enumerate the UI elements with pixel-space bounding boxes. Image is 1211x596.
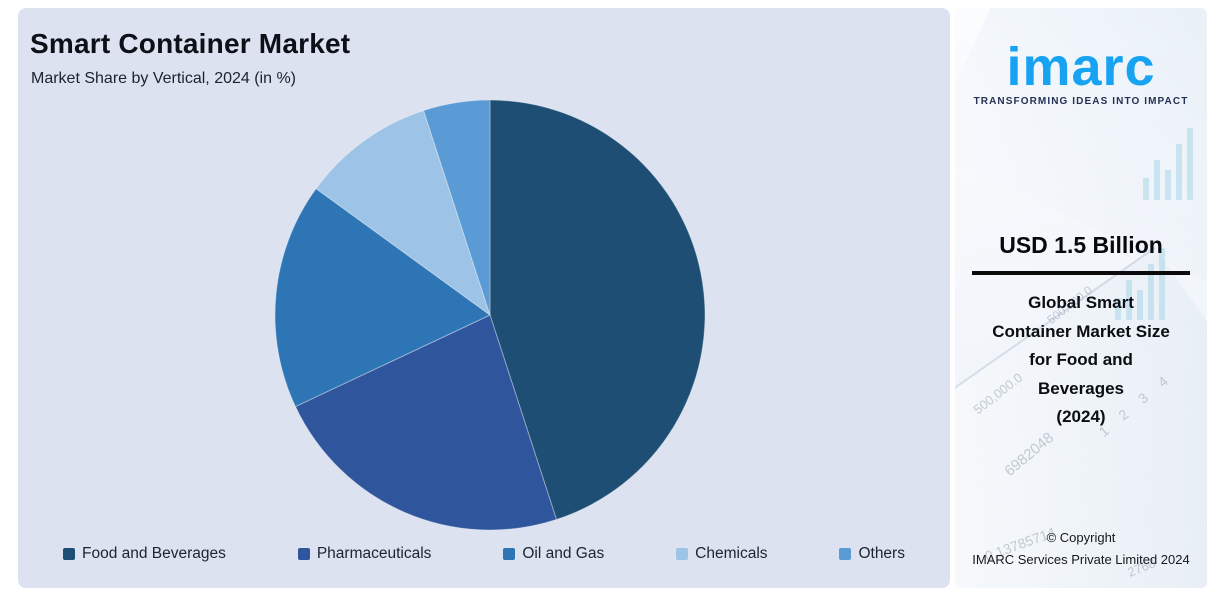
legend-swatch	[676, 548, 689, 560]
legend-swatch	[63, 548, 75, 560]
market-size-label: Global Smart Container Market Size for F…	[992, 293, 1170, 426]
pie-slice-chemicals	[315, 110, 491, 316]
imarc-logo-text: imarc	[1006, 37, 1156, 97]
watermark-number: 6982048	[1001, 429, 1058, 480]
pie-chart	[275, 100, 705, 530]
legend-label: Chemicals	[695, 545, 768, 562]
divider	[972, 271, 1190, 275]
legend-label: Others	[858, 545, 905, 562]
market-size-stat: USD 1.5 Billion Global Smart Container M…	[955, 232, 1207, 432]
decorative-bar-chart	[1143, 128, 1193, 200]
pie-slice-pharmaceuticals	[294, 314, 557, 530]
pie-slice-oil-and-gas	[275, 188, 491, 408]
imarc-logo-tagline: TRANSFORMING IDEAS INTO IMPACT	[973, 96, 1189, 107]
legend-item-others: Others	[839, 545, 905, 563]
chart-card: Smart Container Market Market Share by V…	[18, 8, 950, 588]
copyright: © Copyright IMARC Services Private Limit…	[961, 527, 1201, 571]
imarc-logo: imarc TRANSFORMING IDEAS INTO IMPACT	[955, 37, 1207, 107]
pie-slice-others	[423, 100, 491, 316]
legend-label: Pharmaceuticals	[316, 545, 432, 562]
page-subtitle: Market Share by Vertical, 2024 (in %)	[31, 70, 297, 87]
copyright-line1: © Copyright	[1046, 530, 1116, 545]
legend-label: Food and Beverages	[82, 545, 226, 562]
legend-label: Oil and Gas	[522, 545, 605, 562]
legend-swatch	[503, 548, 516, 560]
pie-svg	[275, 100, 705, 530]
legend-item-chemicals: Chemicals	[676, 545, 768, 563]
pie-slice-food-and-beverages	[489, 100, 705, 520]
legend-swatch	[297, 548, 310, 560]
page-title: Smart Container Market	[30, 28, 351, 59]
legend-item-oil-and-gas: Oil and Gas	[503, 545, 604, 563]
market-size-value: USD 1.5 Billion	[999, 232, 1163, 258]
legend-swatch	[839, 548, 852, 560]
legend-item-pharmaceuticals: Pharmaceuticals	[297, 545, 432, 563]
legend: Food and Beverages Pharmaceuticals Oil and…	[63, 544, 905, 564]
legend-item-food-and-beverages: Food and Beverages	[63, 545, 226, 563]
sidebar: 500,000.0 500,000.0 1 2 3 4 6982048 0.137857…	[955, 8, 1207, 588]
copyright-line2: IMARC Services Private Limited 2024	[972, 552, 1190, 567]
